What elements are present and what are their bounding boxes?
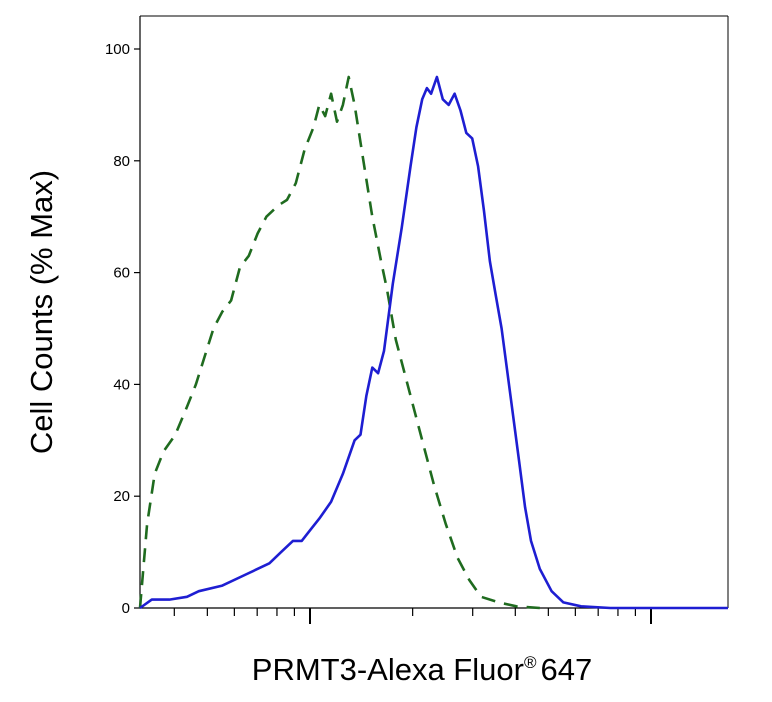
- y-tick-label: 20: [113, 488, 130, 505]
- y-tick-label: 40: [113, 376, 130, 393]
- x-axis-title-suffix: 647: [540, 652, 592, 687]
- registered-mark: ®: [524, 653, 537, 672]
- y-axis-title: Cell Counts (% Max): [24, 170, 59, 454]
- series-layer: [138, 75, 728, 610]
- y-tick-label: 0: [122, 600, 130, 617]
- control-histogram-line: [138, 75, 540, 610]
- x-axis-ticks: [173, 608, 652, 624]
- y-axis-ticks: 0 20 40 60 80 100: [105, 41, 140, 617]
- x-axis-title: PRMT3-Alexa Fluor® 647: [252, 652, 592, 687]
- y-tick-label: 80: [113, 153, 130, 170]
- x-axis-title-main: PRMT3-Alexa Fluor: [252, 652, 524, 687]
- y-tick-label: 60: [113, 265, 130, 282]
- y-tick-label: 100: [105, 41, 130, 58]
- stained-histogram-line: [139, 75, 728, 610]
